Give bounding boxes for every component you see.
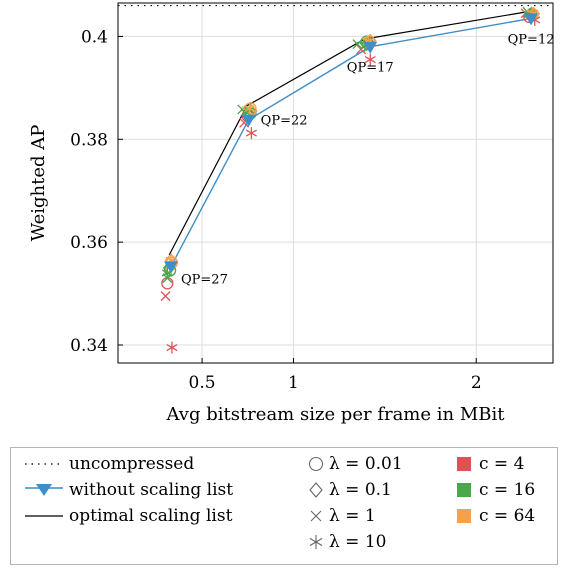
diamond-icon [307, 478, 325, 502]
legend-label: c = 4 [479, 454, 525, 474]
x-mark-icon [307, 504, 325, 528]
legend-label: without scaling list [69, 480, 234, 500]
asterisk-stroke [166, 344, 178, 352]
orange-square-icon [457, 509, 471, 523]
legend-label: uncompressed [69, 454, 195, 474]
y-tick-label: 0.36 [70, 233, 108, 253]
asterisk-icon [307, 530, 325, 554]
legend-label: λ = 0.01 [329, 454, 403, 474]
line-triangle-icon [23, 478, 65, 502]
plot-frame [117, 2, 554, 364]
x-marker-stroke [160, 291, 171, 302]
asterisk-marker [245, 127, 257, 140]
x-tick-label: 2 [471, 373, 482, 393]
x-marker [160, 291, 171, 302]
legend-label: λ = 10 [329, 532, 387, 552]
qp-annotation: QP=17 [347, 61, 394, 76]
ticks: 0.5 1 2 0.34 0.36 0.38 0.4 [70, 27, 482, 393]
optimal-scaling-line [168, 11, 528, 256]
grid [118, 3, 553, 363]
legend-label: optimal scaling list [69, 506, 233, 526]
without-scaling-line [170, 17, 532, 267]
qp-annotation: QP=12 [508, 32, 555, 47]
legend-item-without-scaling-list: without scaling list [23, 478, 233, 502]
legend-label: λ = 0.1 [329, 480, 392, 500]
triangle-marker [164, 261, 179, 274]
y-tick-label: 0.4 [81, 27, 108, 47]
asterisk-marker [244, 102, 256, 115]
y-tick-label: 0.34 [70, 336, 108, 356]
triangle-marker [363, 41, 378, 54]
x-tick-label: 0.5 [189, 373, 216, 393]
legend-item-lambda-1: λ = 1 [307, 504, 376, 528]
triangle-marker [241, 114, 256, 127]
legend-item-uncompressed: uncompressed [23, 452, 194, 476]
asterisk-stroke [364, 56, 376, 64]
legend-item-lambda-0-01: λ = 0.01 [307, 452, 403, 476]
legend-label: c = 16 [479, 480, 536, 500]
annotations: QP=27 QP=22 QP=17 QP=12 [181, 32, 554, 287]
legend-item-lambda-0-1: λ = 0.1 [307, 478, 392, 502]
qp-annotation: QP=27 [181, 272, 228, 287]
x-axis-title: Avg bitstream size per frame in MBit [166, 404, 506, 425]
y-tick-label: 0.38 [70, 130, 108, 150]
triangle-marker [524, 13, 539, 26]
legend-item-c-16: c = 16 [457, 478, 535, 502]
y-axis-title: Weighted AP [28, 125, 49, 242]
green-square-icon [457, 483, 471, 497]
legend-label: λ = 1 [329, 506, 376, 526]
x-marker [352, 39, 363, 50]
qp-annotation: QP=22 [261, 114, 308, 129]
dotted-line-icon [23, 452, 65, 476]
legend-label: c = 64 [479, 506, 536, 526]
red-square-icon [457, 457, 471, 471]
scatter-points [160, 6, 541, 354]
series-lines [118, 4, 553, 267]
circle-icon [307, 452, 325, 476]
circle-marker [161, 277, 174, 290]
x-tick-label: 1 [288, 373, 299, 393]
asterisk-marker [166, 341, 178, 354]
x-marker-stroke [352, 39, 363, 50]
legend-item-c-4: c = 4 [457, 452, 524, 476]
asterisk-stroke [244, 104, 256, 112]
legend-item-c-64: c = 64 [457, 504, 535, 528]
asterisk-stroke [245, 129, 257, 137]
legend: uncompressed without scaling list optima… [10, 447, 558, 565]
asterisk-marker [364, 53, 376, 66]
legend-item-optimal-scaling-list: optimal scaling list [23, 504, 232, 528]
solid-line-icon [23, 504, 65, 528]
legend-item-lambda-10: λ = 10 [307, 530, 386, 554]
